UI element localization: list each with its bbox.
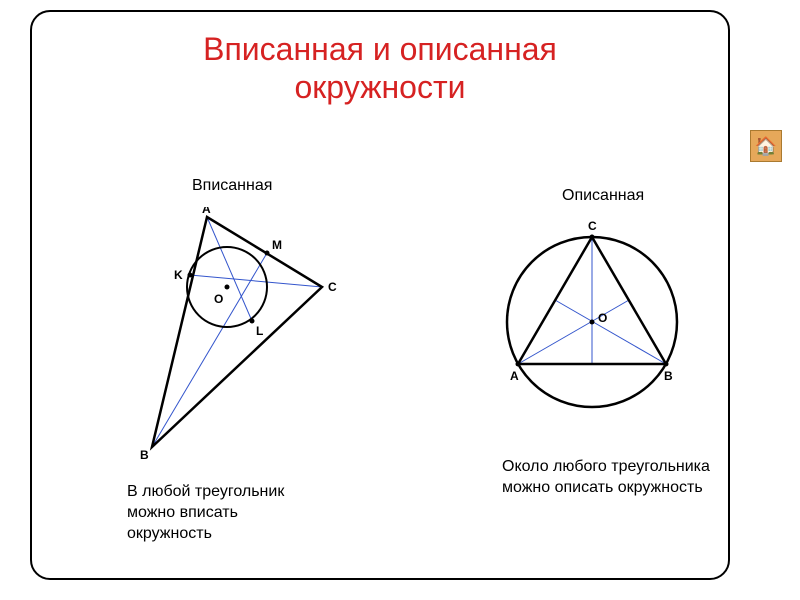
point-k [188,273,193,278]
home-icon: 🏠 [755,136,777,157]
slide-frame: Вписанная и описанная окружности Вписанн… [30,10,730,580]
point-m [265,251,270,256]
label-a-right: A [510,369,519,383]
cevian-c [190,275,322,287]
inscribed-svg: A B C K M L O [122,207,352,467]
point-b-right [664,362,669,367]
point-o-left [225,285,230,290]
label-o-right: O [598,311,607,325]
title-line-1: Вписанная и описанная [203,31,557,67]
label-b-right: B [664,369,673,383]
label-k: K [174,268,183,282]
median-a [518,300,629,364]
inscribed-caption: В любой треугольник можно вписать окружн… [127,482,327,544]
title-line-2: окружности [295,69,466,105]
slide-title: Вписанная и описанная окружности [32,30,728,107]
circumscribed-label: Описанная [562,187,644,205]
circumscribed-svg: A B C O [482,212,722,432]
label-o-left: O [214,292,223,306]
label-c: C [328,280,337,294]
circumscribed-diagram: A B C O [482,212,722,432]
inscribed-label: Вписанная [192,177,272,195]
home-button[interactable]: 🏠 [750,130,782,162]
label-a: A [202,207,211,216]
label-b: B [140,448,149,462]
label-c-right: C [588,219,597,233]
inscribed-diagram: A B C K M L O [122,207,352,467]
point-l [250,319,255,324]
circumscribed-caption: Около любого треугольника можно описать … [502,457,722,499]
cevian-b [152,253,267,447]
point-o-right [590,320,595,325]
triangle-abc [152,217,322,447]
label-m: M [272,238,282,252]
median-b [555,300,666,364]
label-l: L [256,324,263,338]
point-c-right [590,235,595,240]
point-a-right [516,362,521,367]
